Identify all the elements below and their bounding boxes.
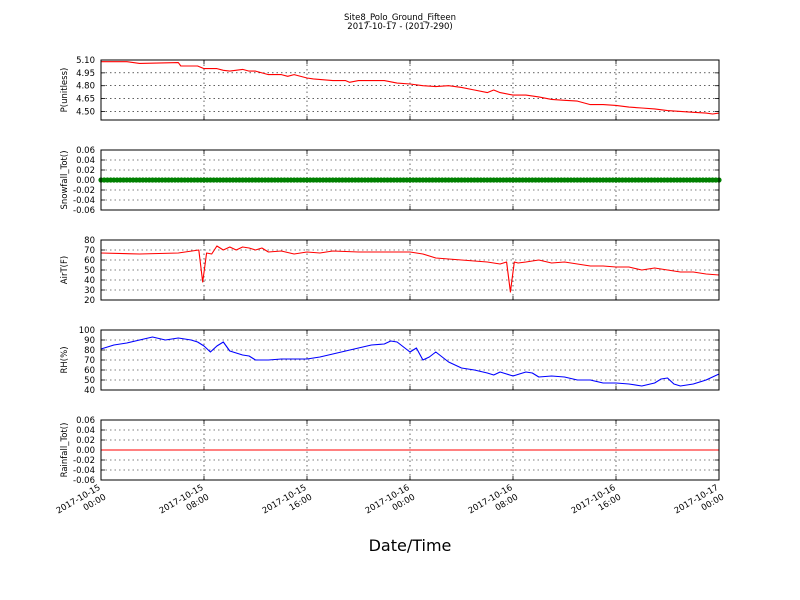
panel-1: 4.50 4.65 4.80 4.95 5.10 P(unitless) [60, 56, 720, 121]
y-tick-label: 40 [84, 386, 95, 396]
y-tick-label: 4.80 [76, 82, 95, 92]
y-tick-label: 80 [84, 346, 95, 356]
y-tick-label: 0.04 [76, 426, 95, 436]
chart-title: Site8_Polo_Ground_Fifteen [344, 13, 456, 23]
y-tick-label: 4.95 [76, 69, 95, 79]
y-tick-label: 40 [84, 276, 95, 286]
y-tick-label: 60 [84, 366, 95, 376]
plot-frame [100, 419, 720, 481]
y-tick-label: 0.06 [76, 416, 95, 426]
y-axis-label: P(unitless) [60, 68, 70, 113]
y-tick-label: 4.50 [76, 107, 95, 117]
y-tick-label: 60 [84, 256, 95, 266]
y-tick-label: 5.10 [76, 56, 95, 66]
series-line [101, 61, 720, 115]
y-tick-label: 0.02 [76, 166, 95, 176]
y-tick-label: -0.04 [73, 466, 95, 476]
x-axis-label: Date/Time [369, 536, 452, 555]
y-tick-label: 0.00 [76, 446, 95, 456]
y-tick-label: 4.65 [76, 95, 95, 105]
y-tick-label: 0.06 [76, 146, 95, 156]
y-tick-label: 90 [84, 336, 95, 346]
y-tick-label: 30 [84, 286, 95, 296]
series-line [100, 245, 720, 293]
y-tick-label: 50 [84, 266, 95, 276]
y-axis-label: RH(%) [60, 346, 70, 373]
y-tick-label: 0.02 [76, 436, 95, 446]
y-tick-label: 0.04 [76, 156, 95, 166]
panels: 4.504.654.804.955.10P(unitless)-0.06-0.0… [60, 56, 722, 486]
y-tick-label: -0.04 [73, 196, 95, 206]
y-axis-label: Rainfall_Tot() [60, 423, 70, 478]
y-tick-label: 50 [84, 376, 95, 386]
y-axis-label: Snowfall_Tot() [60, 150, 70, 209]
chart-subtitle: 2017-10-17 - (2017-290) [347, 22, 452, 32]
y-tick-label: -0.06 [73, 476, 95, 486]
y-tick-label: 100 [79, 326, 95, 336]
y-tick-label: -0.02 [73, 456, 95, 466]
y-axis-label: AirT(F) [60, 256, 70, 284]
y-tick-label: 80 [84, 236, 95, 246]
panel-2: -0.06-0.04-0.020.000.020.040.06 Snowfall_… [60, 146, 722, 216]
y-tick-label: 70 [84, 356, 95, 366]
y-tick-label: -0.06 [73, 206, 95, 216]
series-line [100, 336, 720, 387]
y-tick-label: -0.02 [73, 186, 95, 196]
panel-5: -0.06-0.04-0.020.000.020.040.06 Rainfall_… [60, 416, 720, 486]
plot-frame [100, 149, 720, 211]
y-tick-label: 0.00 [76, 176, 95, 186]
y-tick-label: 70 [84, 246, 95, 256]
plot-frame [100, 59, 720, 121]
plot-frame [100, 239, 720, 301]
y-tick-label: 20 [84, 296, 95, 306]
plot-frame [100, 329, 720, 391]
